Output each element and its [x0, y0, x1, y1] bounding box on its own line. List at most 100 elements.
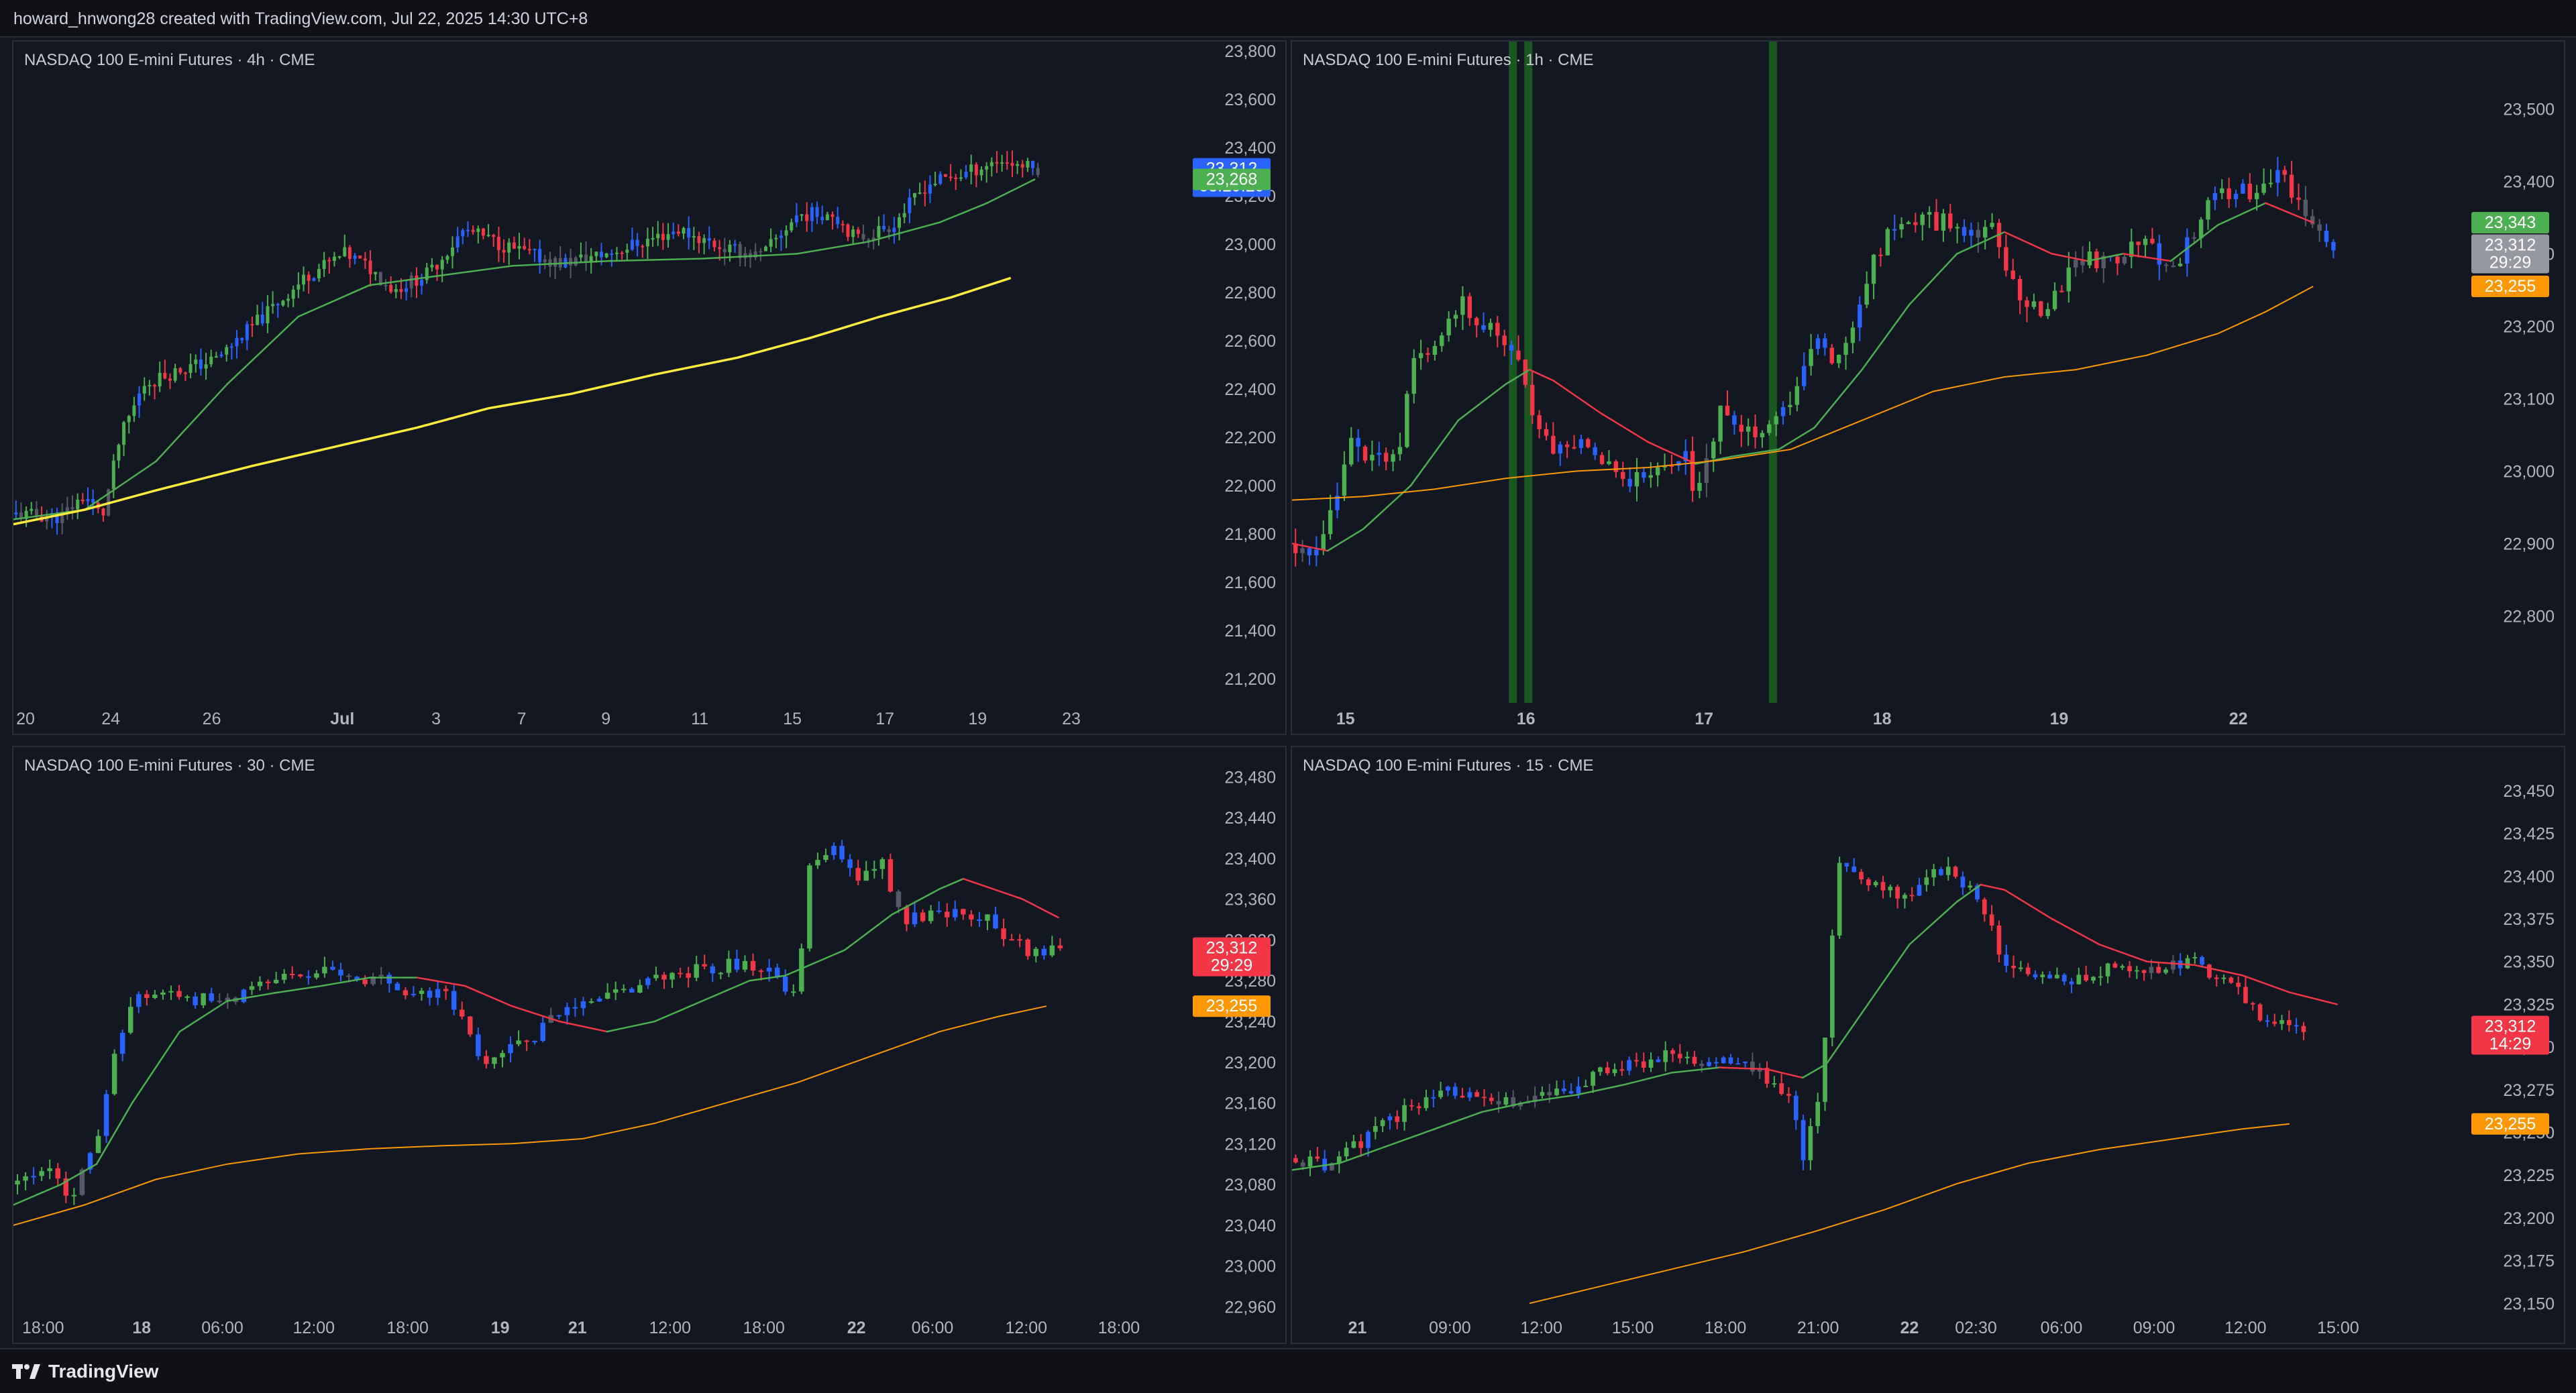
candle-body [2301, 1025, 2306, 1032]
candle-body [1829, 935, 1835, 1038]
candle-body [584, 254, 588, 263]
candle-body [635, 239, 639, 246]
candles [1293, 156, 2336, 567]
candle-body [783, 977, 788, 992]
candle-body [1780, 407, 1786, 416]
candle-body [1627, 479, 1632, 487]
candle-body [2031, 301, 2037, 307]
candle-body [399, 289, 403, 292]
candle-body [354, 977, 360, 980]
chart-canvas-15m[interactable]: 23,450 23,425 23,400 23,375 23,350 23,325 23,3… [1292, 747, 2565, 1344]
candle-body [1020, 164, 1024, 168]
candle-body [468, 1016, 473, 1035]
candle-body [805, 214, 809, 221]
candle-body [589, 256, 593, 263]
chart-canvas-1h[interactable]: 23,50023,40023,30023,20023,10023,00022,9… [1292, 42, 2565, 735]
candle-body [2101, 256, 2106, 269]
candle-body [2033, 974, 2038, 978]
candle-body [1801, 1120, 1806, 1160]
chart-canvas-4h[interactable]: 23,80023,60023,40023,20023,00022,80022,6… [13, 42, 1287, 735]
candle-body [1772, 1083, 1777, 1085]
candle-body [678, 972, 683, 974]
candle-body [1634, 1060, 1639, 1062]
candle-body [2098, 976, 2103, 978]
candle-body [250, 324, 254, 326]
candle-body [953, 909, 958, 917]
x-tick-label: 06:00 [201, 1319, 244, 1337]
candle-body [1941, 213, 1946, 231]
ema-line-segment [938, 202, 988, 223]
candle-body [902, 213, 906, 217]
candle-body [1328, 510, 1333, 535]
candle-body [2294, 1025, 2299, 1027]
candle-body [50, 513, 54, 518]
chart-panel-15m[interactable]: 23,450 23,425 23,400 23,375 23,350 23,325 23,3… [1291, 746, 2565, 1344]
candle-body [2047, 974, 2052, 979]
chart-panel-1h[interactable]: 23,50023,40023,30023,20023,10023,00022,9… [1291, 40, 2565, 735]
chart-canvas-30m[interactable]: 23,48023,44023,40023,36023,32023,28023,2… [13, 747, 1287, 1344]
candle-body [2163, 264, 2169, 266]
candle-body [989, 162, 994, 166]
candle-body [2055, 974, 2059, 979]
candle-body [127, 1007, 133, 1033]
candle-body [2257, 1004, 2263, 1021]
candle-body [306, 976, 311, 978]
x-tick-label: 12:00 [1006, 1319, 1048, 1337]
candle-body [1823, 1038, 1827, 1103]
ema-line-segment [558, 1020, 608, 1033]
candle-body [993, 914, 998, 929]
candle-body [1460, 1095, 1465, 1098]
candle-body [1036, 168, 1040, 176]
candle-body [402, 990, 409, 996]
candle-body [1057, 945, 1063, 948]
candle-body [289, 974, 295, 976]
candle-body [119, 1032, 125, 1054]
chart-panel-4h[interactable]: 23,80023,60023,40023,20023,00022,80022,6… [12, 40, 1287, 735]
candle-body [920, 912, 926, 922]
candle-body [1764, 1068, 1770, 1084]
candle-body [2286, 1019, 2292, 1025]
x-tick-label: 22 [1900, 1319, 1919, 1337]
candle-body [898, 217, 902, 228]
x-tick-label: Jul [330, 710, 354, 728]
candle-body [702, 238, 706, 243]
candle-body [836, 217, 840, 224]
candle-body [70, 507, 74, 510]
y-tick-label: 23,400 [2504, 867, 2555, 886]
candle-body [225, 997, 231, 1001]
sma-line [1529, 1123, 2290, 1304]
candle-body [790, 222, 794, 231]
attribution-bar: howard_hnwong28 created with TradingView… [0, 0, 2576, 38]
candle-body [1888, 887, 1893, 891]
session-highlight [1524, 42, 1533, 703]
candle-body [1880, 882, 1886, 891]
candle-body [1599, 455, 1605, 464]
candle-body [358, 256, 362, 259]
candle-body [176, 991, 182, 997]
candle-body [31, 1176, 36, 1178]
x-tick-label: 11 [691, 710, 708, 728]
ema-line-segment [1825, 1011, 1863, 1065]
candle-body [1634, 472, 1640, 487]
candle-body [1598, 1067, 1603, 1072]
y-tick-label: 23,400 [1225, 139, 1276, 158]
candle-body [1009, 939, 1014, 941]
candle-body [2192, 237, 2196, 239]
tradingview-logo[interactable]: TradingView [12, 1361, 158, 1382]
candle-body [1788, 404, 1792, 408]
ema-line-segment [701, 979, 751, 1002]
candle-body [2331, 241, 2336, 251]
candle-body [1728, 1057, 1733, 1064]
ema-line-segment [962, 878, 988, 888]
candle-body [55, 513, 59, 523]
x-tick-label: 21 [568, 1319, 587, 1337]
sma-line [13, 276, 1012, 526]
candle-body [1725, 405, 1730, 416]
x-tick-label: 19 [968, 710, 987, 728]
chart-panel-30m[interactable]: 23,48023,44023,40023,36023,32023,28023,2… [12, 746, 1287, 1344]
candle-body [63, 1178, 69, 1196]
candle-body [774, 967, 780, 977]
ema-line-segment [416, 977, 466, 987]
candle-body [702, 964, 707, 966]
candle-body [1913, 222, 1918, 225]
